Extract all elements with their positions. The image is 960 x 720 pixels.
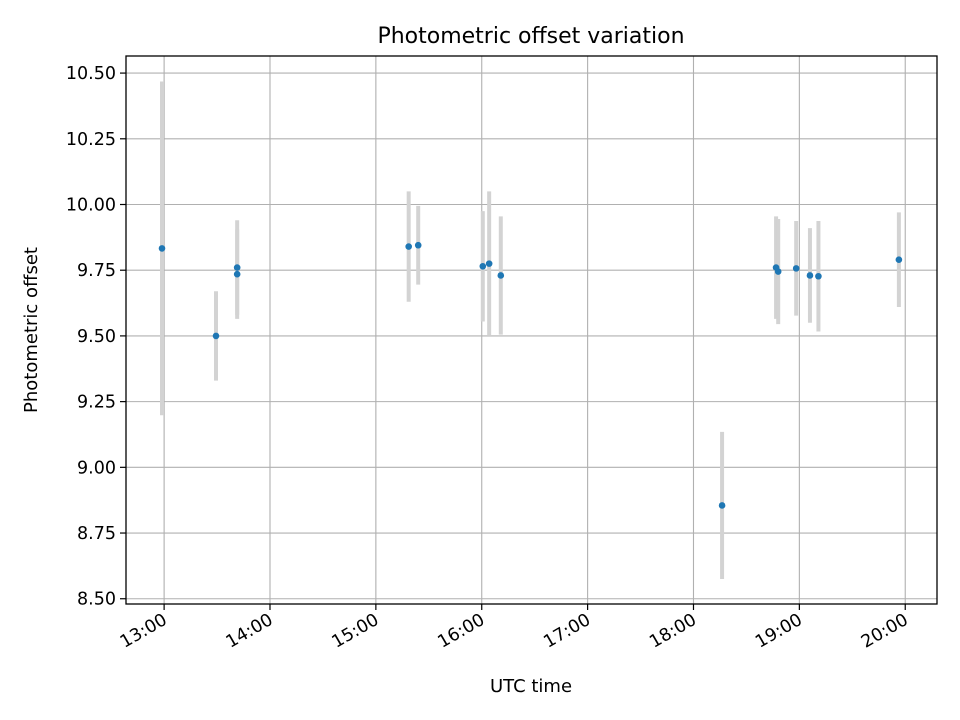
y-tick-label: 10.00 — [66, 195, 116, 215]
data-point — [718, 502, 726, 509]
data-point — [405, 243, 412, 250]
x-tick-label: 13:00 — [117, 610, 171, 653]
tick-layer: 13:00 14:00 15:00 16:00 17:00 18:00 19:00 20:00… — [66, 64, 912, 652]
x-tick-label: 15:00 — [329, 610, 383, 653]
x-tick-label: 18:00 — [646, 610, 700, 653]
y-tick-label: 9.75 — [77, 261, 116, 281]
data-point — [792, 265, 800, 272]
y-tick-label: 9.25 — [77, 393, 116, 413]
data-point — [497, 272, 505, 279]
data-point — [212, 332, 220, 340]
data-point — [806, 272, 814, 279]
data-point — [815, 272, 822, 280]
errorbar-layer — [159, 81, 901, 580]
data-point — [479, 262, 487, 270]
chart-title: Photometric offset variation — [377, 24, 684, 49]
y-tick-label: 9.00 — [77, 458, 116, 478]
x-tick-label: 20:00 — [858, 610, 912, 653]
data-point — [895, 256, 903, 263]
y-tick-label: 8.50 — [77, 590, 116, 610]
y-tick-label: 10.50 — [66, 64, 116, 84]
x-tick-label: 14:00 — [223, 610, 277, 653]
grid-layer — [126, 56, 937, 604]
plot-frame — [125, 55, 938, 605]
y-tick-label: 8.75 — [77, 524, 116, 544]
point-layer — [158, 241, 903, 509]
data-point — [158, 245, 166, 252]
y-tick-label: 10.25 — [66, 130, 116, 150]
data-point — [414, 241, 422, 249]
y-tick-label: 9.50 — [77, 327, 116, 347]
x-axis-label: UTC time — [490, 676, 572, 697]
x-tick-label: 19:00 — [752, 610, 806, 653]
y-axis-label: Photometric offset — [21, 247, 42, 413]
data-point — [485, 260, 493, 267]
data-point — [774, 268, 782, 275]
x-tick-label: 17:00 — [540, 610, 594, 653]
x-tick-label: 16:00 — [435, 610, 489, 653]
data-point — [233, 270, 241, 278]
data-point — [233, 264, 241, 271]
